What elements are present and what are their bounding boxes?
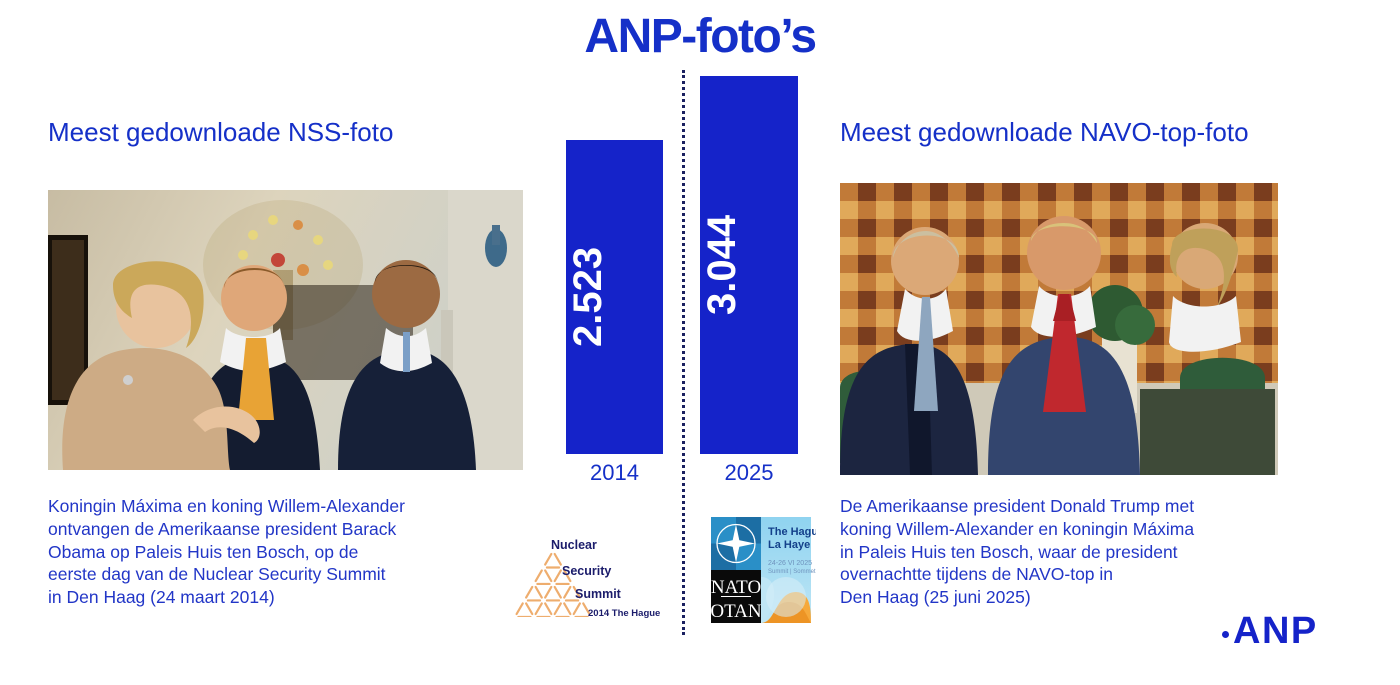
svg-text:The Hague: The Hague	[768, 526, 816, 538]
svg-text:NATO: NATO	[711, 577, 761, 598]
svg-text:La Haye: La Haye	[768, 539, 810, 551]
svg-text:OTAN: OTAN	[710, 601, 762, 622]
svg-text:Summit | Sommet: Summit | Sommet	[768, 569, 816, 575]
svg-text:24-26 VI 2025: 24-26 VI 2025	[768, 560, 812, 567]
